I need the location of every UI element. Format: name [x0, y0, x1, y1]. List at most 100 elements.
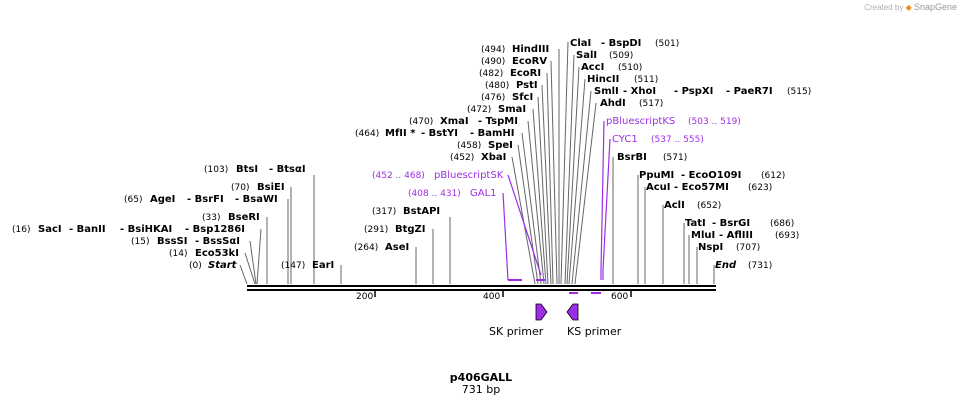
site-pos-tati: (686): [770, 219, 794, 229]
site-pos-ahdi: (517): [639, 99, 663, 109]
site-pos-bseri: (33): [202, 213, 220, 223]
site-name-spei: SpeI: [488, 140, 513, 151]
leader-spei: [517, 144, 539, 285]
site-pos-clai: (501): [655, 39, 679, 49]
leader-sfci: [537, 96, 549, 285]
site-name-paer7i-text: PaeR7I: [734, 86, 773, 97]
site-pos-asei: (264): [354, 243, 378, 253]
feature-range-pbluescriptks: (503 .. 519): [688, 117, 741, 127]
leader-ahdi: [574, 102, 597, 285]
site-name-tspmi-text: TspMI: [486, 116, 518, 127]
leader-xmai: [527, 120, 545, 285]
leader-eco53ki: [244, 252, 256, 285]
leader-smli: [571, 90, 592, 285]
site-name-pspxi-text: PspXI: [682, 86, 714, 97]
site-name-xhoi: - XhoI: [623, 86, 656, 97]
site-name-bsihkai-text: BsiHKAI: [128, 224, 173, 235]
site-name-ecoo109i-text: EcoO109I: [689, 170, 742, 181]
feature-range-gal1: (408 .. 431): [408, 189, 461, 199]
leader-pbluescriptsk: [507, 174, 542, 276]
leader-pbluescriptks: [600, 120, 605, 280]
site-name-bsawi-text: BsaWI: [243, 194, 278, 205]
site-name-hincii: HincII: [587, 74, 619, 85]
feature-leader-lines: [502, 120, 611, 281]
leader-cyc1: [602, 138, 611, 280]
leader-acci: [566, 66, 580, 285]
tick-label-200: 200: [356, 292, 373, 302]
site-name-end: End: [715, 260, 737, 271]
feature-range-cyc1: (537 .. 555): [651, 135, 704, 145]
leader-hincii: [568, 78, 586, 285]
site-name-eco57mi-text: Eco57MI: [682, 182, 729, 193]
site-name-clai: ClaI: [570, 38, 591, 49]
feature-bar-gal1: [508, 279, 522, 281]
site-name-banii-text: BanII: [77, 224, 106, 235]
site-name-psti: PstI: [516, 80, 538, 91]
site-pos-spei: (458): [457, 141, 481, 151]
feature-label-pbluescriptks: pBluescriptKS: [606, 116, 675, 127]
site-name-tati: TatI: [685, 218, 706, 229]
site-name-bstapi: BstAPI: [403, 206, 440, 217]
ks-primer-arrow-icon: [566, 303, 579, 321]
sk-primer-arrow-icon: [535, 303, 548, 321]
site-name-btgzi: BtgZI: [395, 224, 426, 235]
site-leader-lines: [239, 41, 715, 285]
leader-saci: [256, 228, 262, 285]
site-name-nspi: NspI: [698, 242, 723, 253]
site-name-eco53ki: Eco53kI: [195, 248, 239, 259]
feature-bar-pbluescriptks: [569, 292, 578, 294]
site-name-bamhi: - BamHI: [470, 128, 515, 139]
snapgene-logo-icon: ◆: [905, 3, 912, 12]
site-name-agei: AgeI: [150, 194, 175, 205]
site-pos-sfci: (476): [481, 93, 505, 103]
site-pos-agei: (65): [124, 195, 142, 205]
leader-start: [239, 264, 248, 285]
site-name-saci: SacI: [38, 224, 62, 235]
leader-ecorv: [550, 60, 558, 285]
site-name-ecoo109i: - EcoO109I: [681, 170, 741, 181]
feature-range-pbluescriptsk: (452 .. 468): [372, 171, 425, 181]
site-name-bsrfi: - BsrFI: [187, 194, 224, 205]
leader-sali: [564, 54, 575, 285]
site-pos-ppumi: (612): [761, 171, 785, 181]
site-name-acli: AclI: [664, 200, 685, 211]
credit-text: Created by: [864, 3, 904, 12]
site-name-btsai: - BtsαI: [269, 164, 306, 175]
leader-bsssi: [249, 240, 257, 285]
credit-brand: SnapGene: [913, 2, 957, 12]
site-pos-smai: (472): [467, 105, 491, 115]
site-name-bsiei: BsiEI: [257, 182, 285, 193]
site-name-mfli: MfII *: [385, 128, 416, 139]
site-name-sali: SalI: [576, 50, 597, 61]
site-name-asei: AseI: [385, 242, 409, 253]
leader-psti: [541, 84, 552, 285]
site-name-ahdi: AhdI: [600, 98, 626, 109]
site-name-bsssai: - BssSαI: [195, 236, 240, 247]
site-name-acui: AcuI: [646, 182, 671, 193]
feature-label-cyc1: CYC1: [612, 134, 638, 145]
site-pos-end: (731): [748, 261, 772, 271]
site-pos-start: (0): [189, 261, 202, 271]
site-pos-nspi: (707): [736, 243, 760, 253]
site-name-xmai: XmaI: [440, 116, 469, 127]
site-name-btsai-text: BtsαI: [277, 164, 306, 175]
site-name-bsp1286i: - Bsp1286I: [185, 224, 245, 235]
site-name-bsihkai: - BsiHKAI: [120, 224, 172, 235]
site-name-mlui: MluI: [691, 230, 715, 241]
site-pos-bsssi: (15): [131, 237, 149, 247]
site-pos-btgzi: (291): [364, 225, 388, 235]
site-pos-eari: (147): [281, 261, 305, 271]
site-name-btsi: BtsI: [236, 164, 258, 175]
site-name-hindiii: HindIII: [512, 44, 549, 55]
site-pos-ecorv: (490): [481, 57, 505, 67]
site-pos-smli: (515): [787, 87, 811, 97]
site-name-ecori: EcoRI: [510, 68, 541, 79]
plasmid-length: 731 bp: [462, 383, 500, 396]
site-pos-bsrbi: (571): [663, 153, 687, 163]
site-name-xhoi-text: XhoI: [631, 86, 656, 97]
site-name-bsssai-text: BssSαI: [203, 236, 240, 247]
site-pos-acli: (652): [697, 201, 721, 211]
leader-clai: [560, 41, 569, 285]
site-name-banii: - BanII: [69, 224, 106, 235]
plasmid-title: p406GALL: [450, 371, 512, 384]
